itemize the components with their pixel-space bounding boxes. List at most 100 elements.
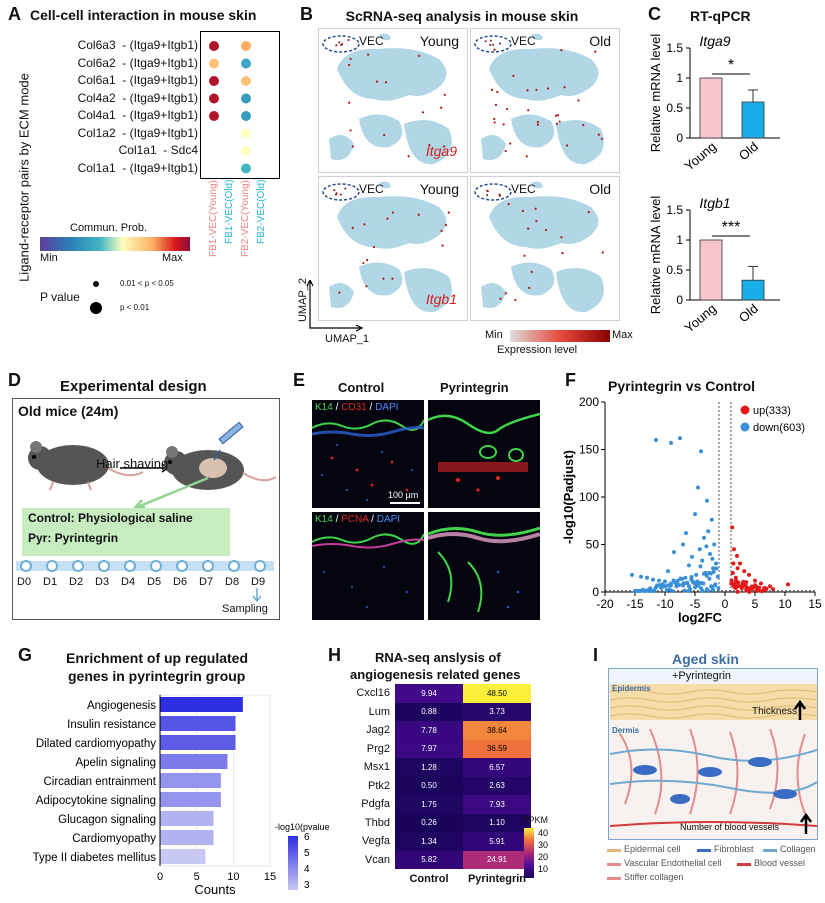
expression-dot: [445, 224, 447, 226]
expression-dot: [577, 99, 579, 101]
panel-e-image-control-pcna: [312, 512, 424, 620]
expression-dot: [493, 49, 495, 51]
timeline-node: [151, 561, 161, 571]
interaction-pair-label: Col4a2 - (Itga9+Itgb1): [78, 91, 198, 105]
fpkm-tick: 40: [538, 828, 548, 838]
expression-dot: [491, 89, 493, 91]
panel-e-row2-stain: K14 / PCNA / DAPI: [315, 514, 400, 525]
dotplot-frame: [201, 32, 280, 179]
down-point: [701, 581, 705, 585]
vec-expression-dot: [335, 194, 337, 196]
expression-dot: [348, 64, 350, 66]
vec-expression-dot: [499, 195, 501, 197]
down-point: [657, 579, 661, 583]
down-point: [708, 552, 712, 556]
interaction-dot: [241, 94, 251, 104]
vec-expression-dot: [344, 188, 346, 190]
x-tick-label: 15: [264, 871, 276, 883]
vec-expression-dot: [492, 44, 494, 46]
down-point: [711, 588, 715, 592]
enrichment-bar: [160, 773, 221, 788]
timeline-node: [229, 561, 239, 571]
down-point: [700, 559, 704, 563]
down-point: [654, 438, 658, 442]
enrichment-bar: [160, 830, 214, 845]
down-point: [696, 486, 700, 490]
down-point: [689, 578, 693, 582]
down-point: [681, 583, 685, 587]
umap-canvas: [471, 177, 620, 321]
legend-down-marker: [741, 423, 750, 432]
expression-dot: [522, 210, 524, 212]
bar: [700, 78, 722, 138]
legend-tick: 6: [304, 832, 310, 843]
expression-dot: [560, 49, 562, 51]
panel-a-pvalue-big: p < 0.01: [120, 303, 149, 312]
x-axis-label: Counts: [194, 882, 236, 897]
interaction-dot: [209, 41, 219, 51]
enrichment-bar: [160, 811, 214, 826]
y-tick-label: 150: [579, 443, 599, 457]
expression-dot: [495, 104, 497, 106]
timeline-node: [177, 561, 187, 571]
panel-g-title-1: Enrichment of up regulated: [66, 650, 248, 666]
panel-a-dotplot: [200, 31, 280, 179]
panel-i-title: Aged skin: [672, 651, 739, 667]
y-tick-label: 1: [676, 233, 683, 247]
interaction-pair-label: Col6a2 - (Itga9+Itgb1): [78, 56, 198, 70]
interaction-pair-label: Col6a1 - (Itga9+Itgb1): [78, 73, 198, 87]
down-point: [670, 589, 674, 593]
down-point: [680, 577, 684, 581]
expression-dot: [376, 81, 378, 83]
down-point: [678, 436, 682, 440]
pathway-label: Type II diabetes mellitus: [33, 852, 157, 864]
panel-a-column-labels: FB1-VEC(Young) FB1-VEC(Old) FB2-VEC(Young)…: [200, 180, 280, 290]
legend-label: Stiffer collagen: [624, 872, 683, 882]
expression-dot: [366, 259, 368, 261]
down-point: [698, 564, 702, 568]
legend-swatch: [607, 863, 621, 866]
up-point: [741, 582, 745, 586]
panel-i-epidermis: Epidermis: [612, 684, 651, 693]
panel-h-label: H: [328, 645, 341, 666]
panel-a-legend-max: Max: [162, 252, 183, 264]
y-tick-label: 0.5: [666, 263, 683, 277]
column-label: FB1-VEC(Young): [208, 180, 219, 286]
timeline-day-label: D2: [69, 576, 83, 588]
expression-dot: [348, 102, 350, 104]
pathway-label: Adipocytokine signaling: [36, 795, 156, 807]
heatmap-cell: 1.75: [395, 795, 463, 814]
down-point: [690, 555, 694, 559]
panel-h-title-2: angiogenesis related genes: [350, 667, 521, 682]
down-point: [716, 575, 720, 579]
legend-swatch: [697, 849, 711, 852]
expression-dot: [582, 124, 584, 126]
timeline-day-label: D6: [173, 576, 187, 588]
chart-title: Itga9: [699, 33, 730, 49]
expression-dot: [444, 94, 446, 96]
panel-c-label: C: [648, 4, 661, 25]
x-tick-label: 10: [778, 597, 792, 611]
panel-f-label: F: [565, 370, 576, 391]
y-axis-label: -log10(Padjust): [561, 450, 576, 544]
panel-g-title-2: genes in pyrintegrin group: [68, 668, 245, 684]
panel-i-vessels: Number of blood vessels: [680, 822, 779, 832]
pathway-label: Dilated cardiomyopathy: [36, 738, 156, 750]
expression-dot: [503, 123, 505, 125]
umap-group-label: Young: [420, 181, 459, 197]
down-point: [699, 586, 703, 590]
gene-label: Cxcl16: [340, 687, 390, 699]
y-tick-label: 100: [579, 490, 599, 504]
up-point: [736, 590, 740, 594]
vec-expression-dot: [486, 194, 488, 196]
expression-dot: [563, 86, 565, 88]
x-axis-label: log2FC: [678, 610, 723, 625]
panel-d-sampling-arrow: [250, 588, 264, 604]
y-axis-label: Relative mRNA level: [648, 34, 663, 153]
panel-d-label: D: [8, 370, 21, 391]
up-point: [731, 562, 735, 566]
heatmap-cell: 38.64: [463, 721, 531, 740]
heatmap-cell: 0.50: [395, 777, 463, 796]
panel-d-title: Experimental design: [60, 378, 207, 395]
y-tick-label: 0.5: [666, 101, 683, 115]
